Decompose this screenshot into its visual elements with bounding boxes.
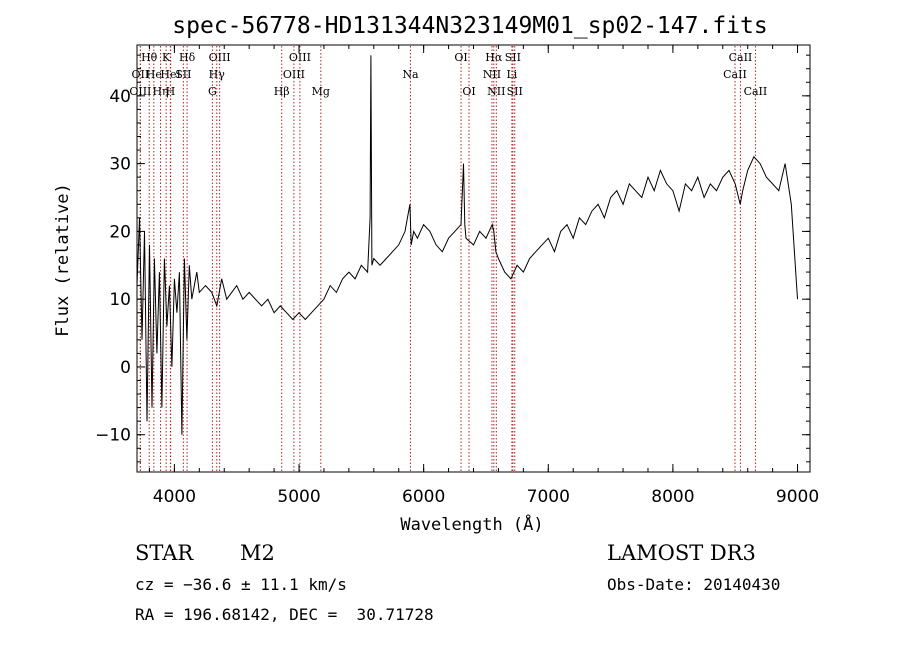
line-label-6: HeI [160,68,180,81]
line-label-17: Na [402,68,419,81]
coordinates-info: RA = 196.68142, DEC = 30.71728 [135,605,434,624]
line-label-20: Hα [485,51,503,64]
observation-date: Obs-Date: 20140430 [607,575,780,594]
y-tick-label-2: 10 [109,290,131,310]
line-label-23: SII [505,51,521,64]
line-label-13: Hβ [274,85,290,98]
object-type: STAR [135,541,194,565]
line-label-26: CaII [729,51,753,64]
line-label-10: OIII [209,51,231,64]
line-label-11: Hγ [209,68,226,81]
line-label-19: OI [462,85,475,98]
y-axis-ticks: −10 0 10 20 30 40 [95,54,810,463]
line-label-9: Hδ [179,51,196,64]
x-axis-ticks: 4000 5000 6000 7000 8000 9000 [148,45,819,507]
redshift-info: cz = −36.6 ± 11.1 km/s [135,575,347,594]
line-label-12: G [208,85,217,98]
y-tick-label-5: 40 [109,87,131,107]
spectrum-series-line [136,55,798,435]
line-label-2: OIII [129,85,151,98]
x-tick-label-3: 7000 [527,487,570,507]
x-tick-label-5: 9000 [776,487,819,507]
chart-title: spec-56778-HD131344N323149M01_sp02-147.f… [172,13,767,39]
line-label-7: H [166,85,176,98]
y-tick-label-3: 20 [109,222,131,242]
line-label-18: OI [454,51,467,64]
x-tick-label-4: 8000 [651,487,694,507]
line-label-4: Hη [152,85,168,98]
line-label-5: K [162,51,171,64]
spectral-line-markers [139,46,756,471]
line-label-25: SII [507,85,523,98]
line-label-28: CaII [744,85,768,98]
line-label-15: OIII [283,68,305,81]
y-tick-label-0: −10 [95,426,131,446]
y-tick-label-4: 30 [109,155,131,175]
x-axis-label: Wavelength (Å) [400,513,543,535]
x-tick-label-2: 6000 [402,487,445,507]
line-label-1: OII [132,68,150,81]
survey-name: LAMOST DR3 [607,541,756,565]
x-tick-label-1: 5000 [277,487,320,507]
line-label-8: SII [175,68,191,81]
y-tick-label-1: 0 [120,358,131,378]
line-label-27: CaII [723,68,747,81]
line-label-22: NII [487,85,505,98]
line-label-21: NII [483,68,501,81]
line-label-3: He [146,68,162,81]
line-label-14: OIII [289,51,311,64]
line-label-0: Hθ [141,51,158,64]
y-axis-label: Flux (relative) [53,183,73,337]
x-tick-label-0: 4000 [153,487,196,507]
spectral-line-labels: Hθ OII OIII He Hη K HeI H SII Hδ OIII Hγ G Hβ OIII OIII… [129,51,767,98]
plot-frame [136,44,811,473]
object-subclass: M2 [240,541,275,565]
line-label-16: Mg [312,85,330,98]
line-label-24: Li [506,68,517,81]
